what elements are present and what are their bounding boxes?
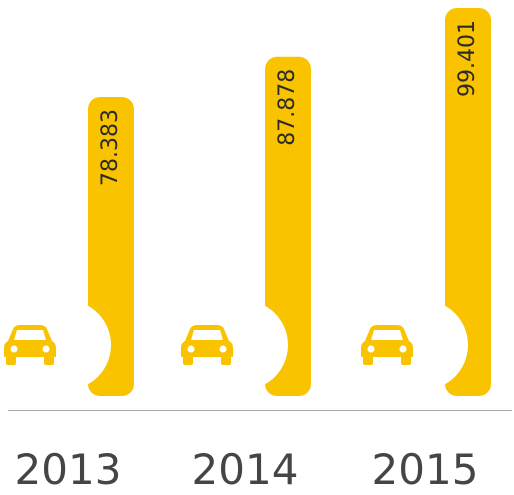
car-light xyxy=(367,345,375,353)
car-icon xyxy=(181,325,233,365)
year-label: 2015 xyxy=(372,445,479,494)
car-light xyxy=(219,345,227,353)
car-wheel xyxy=(401,355,411,365)
car-light xyxy=(399,345,407,353)
car-wheel xyxy=(44,355,54,365)
car-wheel xyxy=(363,355,373,365)
car-icon xyxy=(361,325,413,365)
bar xyxy=(265,56,311,396)
cutout xyxy=(198,300,288,390)
value-label: 78.383 xyxy=(98,109,123,186)
cutout xyxy=(378,300,468,390)
car-light xyxy=(42,345,50,353)
year-label: 2013 xyxy=(15,445,122,494)
bar xyxy=(445,8,491,396)
car-icon xyxy=(4,325,56,365)
cutout xyxy=(21,300,111,390)
car-wheel xyxy=(6,355,16,365)
car-light xyxy=(187,345,195,353)
car-light xyxy=(10,345,18,353)
value-label: 87.878 xyxy=(275,69,300,146)
car-wheel xyxy=(221,355,231,365)
value-label: 99.401 xyxy=(455,20,480,97)
car-wheel xyxy=(183,355,193,365)
year-label: 2014 xyxy=(192,445,299,494)
